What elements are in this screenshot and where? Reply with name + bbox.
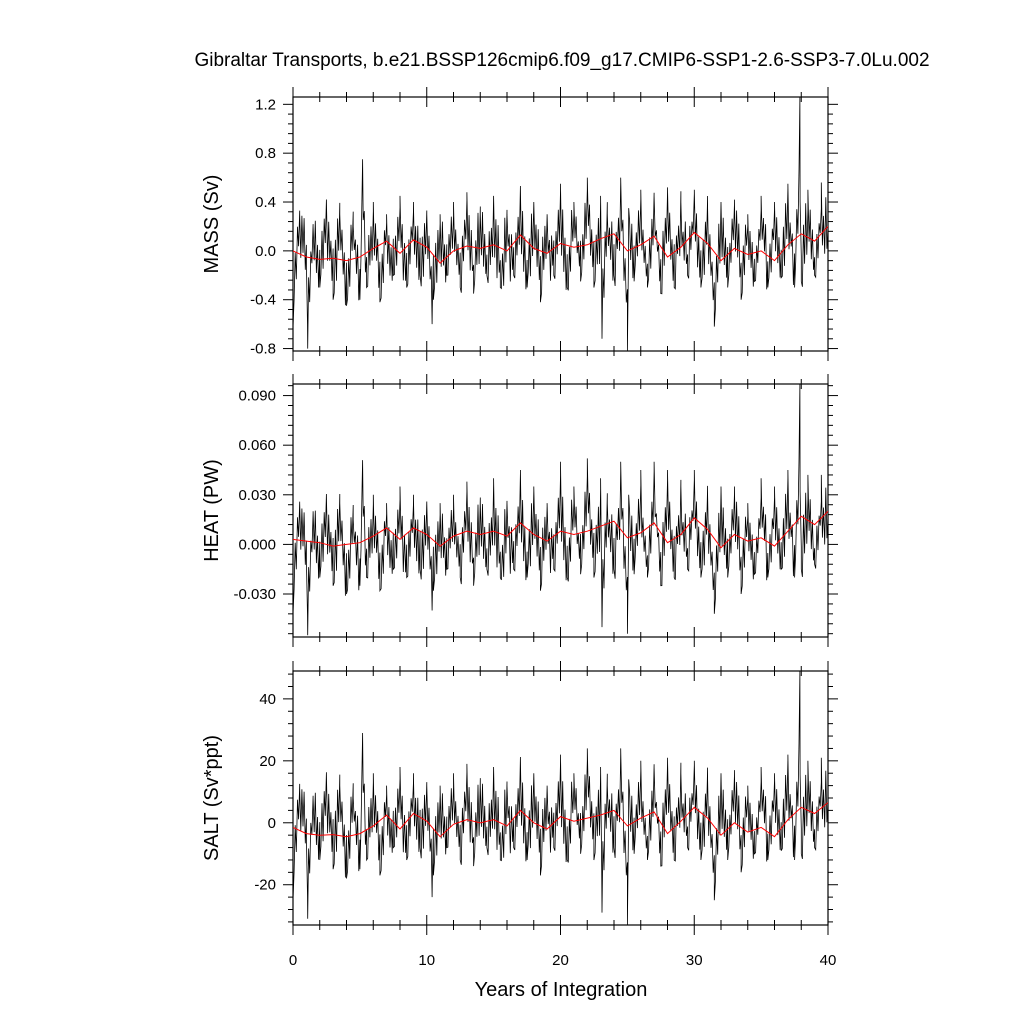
y-axis-label: SALT (Sv*ppt)	[201, 735, 223, 861]
chart-title: Gibraltar Transports, b.e21.BSSP126cmip6…	[194, 50, 929, 71]
y-tick-label: -0.8	[250, 341, 276, 358]
annual-mean-line	[293, 510, 828, 549]
annual-mean-line	[293, 226, 828, 264]
y-tick-label: 0.090	[238, 388, 276, 405]
x-tick-label: 0	[289, 952, 297, 969]
panel-3: -20 0 20 40 SALT (Sv*ppt) 0 10 20 30 40	[201, 661, 838, 969]
y-tick-label: 1.2	[255, 96, 276, 113]
panel-1: -0.8 -0.4 0.0 0.4 0.8 1.2 MASS (Sv)	[201, 87, 838, 361]
y-tick-label: -0.030	[233, 586, 276, 603]
x-tick-label: 30	[686, 952, 703, 969]
y-tick-label: -0.4	[250, 292, 276, 309]
x-tick-label: 40	[820, 952, 837, 969]
monthly-series-line	[293, 384, 828, 636]
y-tick-label: 0.000	[238, 536, 276, 553]
x-axis-label: Years of Integration	[475, 979, 648, 1001]
x-tick-label: 20	[552, 952, 569, 969]
y-axis-label: MASS (Sv)	[201, 175, 223, 274]
y-tick-label: 0.060	[238, 437, 276, 454]
monthly-series-line	[293, 671, 828, 925]
y-tick-label: 0.8	[255, 145, 276, 162]
y-axis-label: HEAT (PW)	[201, 459, 223, 562]
y-tick-label: -20	[254, 877, 276, 894]
y-tick-label: 0.030	[238, 487, 276, 504]
y-tick-label: 0.0	[255, 243, 276, 260]
y-tick-label: 0	[268, 815, 276, 832]
panel-2: -0.030 0.000 0.030 0.060 0.090 HEAT (PW)	[201, 374, 838, 647]
y-tick-label: 40	[259, 691, 276, 708]
annual-mean-line	[293, 802, 828, 838]
y-tick-label: 0.4	[255, 194, 276, 211]
x-tick-label: 10	[418, 952, 435, 969]
y-tick-label: 20	[259, 753, 276, 770]
